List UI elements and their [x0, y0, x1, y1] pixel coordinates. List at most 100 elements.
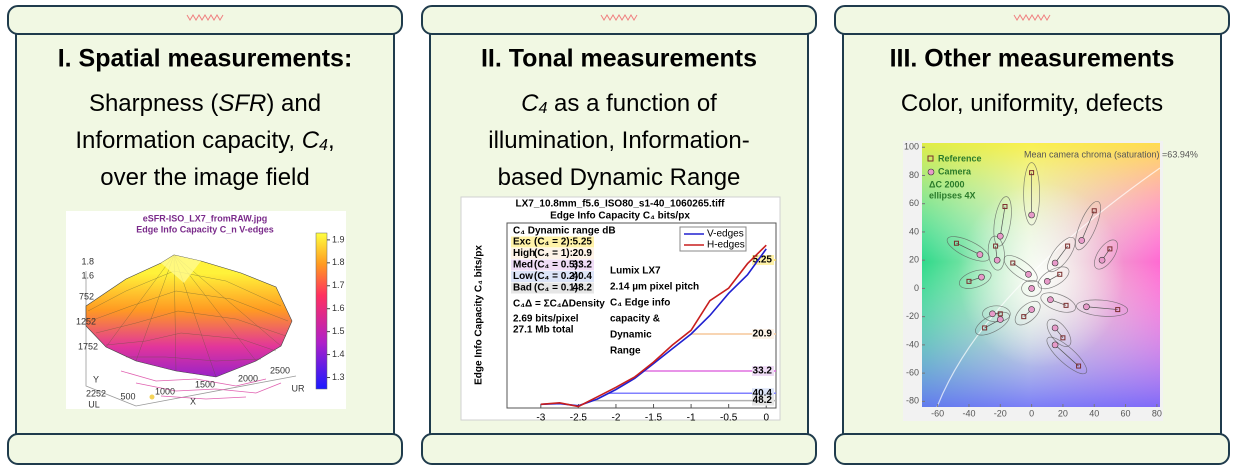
y-tick-label: 752: [79, 291, 94, 301]
legend-note: ΔC 2000: [929, 179, 965, 189]
camera-point: [978, 273, 985, 281]
camera-point: [996, 232, 1004, 240]
reference-point: [1091, 208, 1097, 214]
dynamic-range-label-bg: [752, 395, 774, 406]
x-tick-label: -40: [962, 408, 975, 418]
body-run: SFR: [218, 90, 266, 117]
x-tick-label: -1: [687, 413, 696, 424]
panel-body-line: Information capacity, C4,: [75, 127, 334, 154]
dynamic-range-label: 20.9: [753, 329, 773, 340]
note: 27.1 Mb total: [513, 325, 574, 336]
axis-frame: [85, 271, 297, 407]
z-tick-label: 1.6: [81, 270, 94, 280]
body-run: 4: [319, 137, 328, 154]
colorbar-ticks: 1.3 1.4 1.5 1.6 1.7 1.8 1.9: [327, 234, 345, 382]
camera-point: [996, 316, 1004, 323]
scroll-top: [7, 5, 403, 35]
reference-point: [953, 240, 959, 246]
body-run: Color, uniformity, defects: [901, 90, 1163, 117]
panel-body-line: C4 as a function of: [521, 90, 717, 117]
reference-point: [1076, 363, 1082, 369]
reference-point: [1115, 307, 1121, 313]
corner-label: UR: [292, 383, 305, 393]
error-ellipse: [982, 305, 1011, 323]
dynamic-range-label: 48.2: [753, 395, 773, 406]
reference-point: [1002, 204, 1008, 210]
corner-label: UL: [88, 399, 100, 409]
reference-point: [997, 311, 1003, 317]
dr-value: 40.4: [573, 271, 593, 282]
x-tick-label: 1500: [195, 379, 215, 389]
error-ellipse: [1075, 201, 1101, 251]
y-tick-label: -80: [906, 396, 919, 406]
error-line: [999, 206, 1006, 237]
legend-label: Reference: [938, 153, 982, 163]
camera-point: [1028, 306, 1035, 313]
dynamic-range-label-bg: [752, 366, 774, 376]
figure-subtitle: Edge Info Capacity C_n V-edges: [136, 224, 274, 234]
reference-point: [966, 278, 972, 284]
dr-row-bg: [511, 236, 594, 248]
error-line: [1054, 344, 1079, 367]
error-line: [1081, 210, 1095, 241]
camera-point: [1051, 341, 1059, 349]
scroll-bottom: [421, 433, 817, 465]
panel-body-line: Sharpness (SFR) and: [89, 90, 321, 117]
colorbar-tick-label: 1.8: [332, 257, 345, 267]
chart-subtitle: Edge Info Capacity C₄ bits/px: [550, 211, 690, 222]
z-tick-label: 1.8: [81, 256, 94, 266]
reference-point: [1107, 246, 1113, 252]
reference-point: [982, 325, 988, 331]
note: C₄Δ = ΣC₄ΔDensity: [513, 299, 605, 310]
reference-point: [1029, 170, 1035, 176]
note: 2.69 bits/pixel: [513, 314, 579, 325]
colorbar-tick-label: 1.4: [332, 349, 345, 359]
colorbar-tick-label: 1.7: [332, 280, 345, 290]
annotation: capacity &: [610, 314, 660, 325]
dr-row-bg: [511, 271, 594, 282]
camera-point: [1047, 296, 1054, 304]
camera-point: [989, 310, 996, 318]
scatter-figure: -60 -40 -20 0 20 40 60 80 -80 -60 -40 -20 0 20 40 60 80 1…: [903, 141, 1198, 421]
x-tick-label: 40: [1089, 408, 1099, 418]
dynamic-range-label-bg: [752, 255, 774, 265]
surface-peak: [161, 255, 201, 283]
x-tick-label: -1.5: [645, 413, 663, 424]
legend-label: Camera: [938, 166, 972, 176]
dr-title: C₄ Dynamic range dB: [513, 226, 616, 237]
error-ellipse: [993, 196, 1012, 247]
plot-frame: [506, 222, 777, 409]
annotation: Range: [610, 346, 641, 357]
body-run: Information capacity,: [75, 127, 301, 154]
error-ellipse: [1003, 255, 1038, 283]
reference-point: [1021, 314, 1027, 320]
error-ellipse: [1046, 318, 1072, 347]
camera-point: [993, 256, 1001, 264]
dr-value: 5.25: [573, 237, 593, 248]
dr-condition: (C₄ = 1):: [534, 248, 573, 259]
panel-body-line: over the image field: [100, 164, 309, 191]
error-ellipse: [1046, 336, 1088, 375]
dynamic-range-label: 5.25: [753, 255, 773, 266]
marker: [149, 394, 155, 400]
x-tick-label: 0: [1029, 408, 1034, 418]
error-line: [1054, 245, 1068, 264]
annotation: Dynamic: [610, 330, 652, 341]
line-figure: LX7_10.8mm_f5.6_ISO80_s1-40_1060265.tiff…: [460, 196, 781, 424]
error-ellipse: [958, 269, 992, 289]
dynamic-range-label-bg: [752, 329, 774, 339]
dr-condition: (C₄ = 2):: [534, 237, 573, 248]
y-tick-label: 80: [909, 170, 919, 180]
panel-body-line: illumination, Information-: [488, 127, 749, 154]
legend-label: H-edges: [707, 240, 745, 251]
panel-title: III. Other measurements: [890, 45, 1175, 73]
x-tick-label: 1000: [155, 386, 175, 396]
x-tick-label: 80: [1152, 408, 1162, 418]
dr-grade: High: [513, 248, 535, 259]
camera-point: [1078, 237, 1086, 244]
legend-box: [679, 226, 747, 252]
figure-title: eSFR-ISO_LX7_fromRAW.jpg: [143, 213, 268, 223]
x-tick-label: 2500: [270, 365, 290, 375]
dr-row-bg: [511, 282, 594, 294]
squiggle: [1013, 14, 1051, 21]
